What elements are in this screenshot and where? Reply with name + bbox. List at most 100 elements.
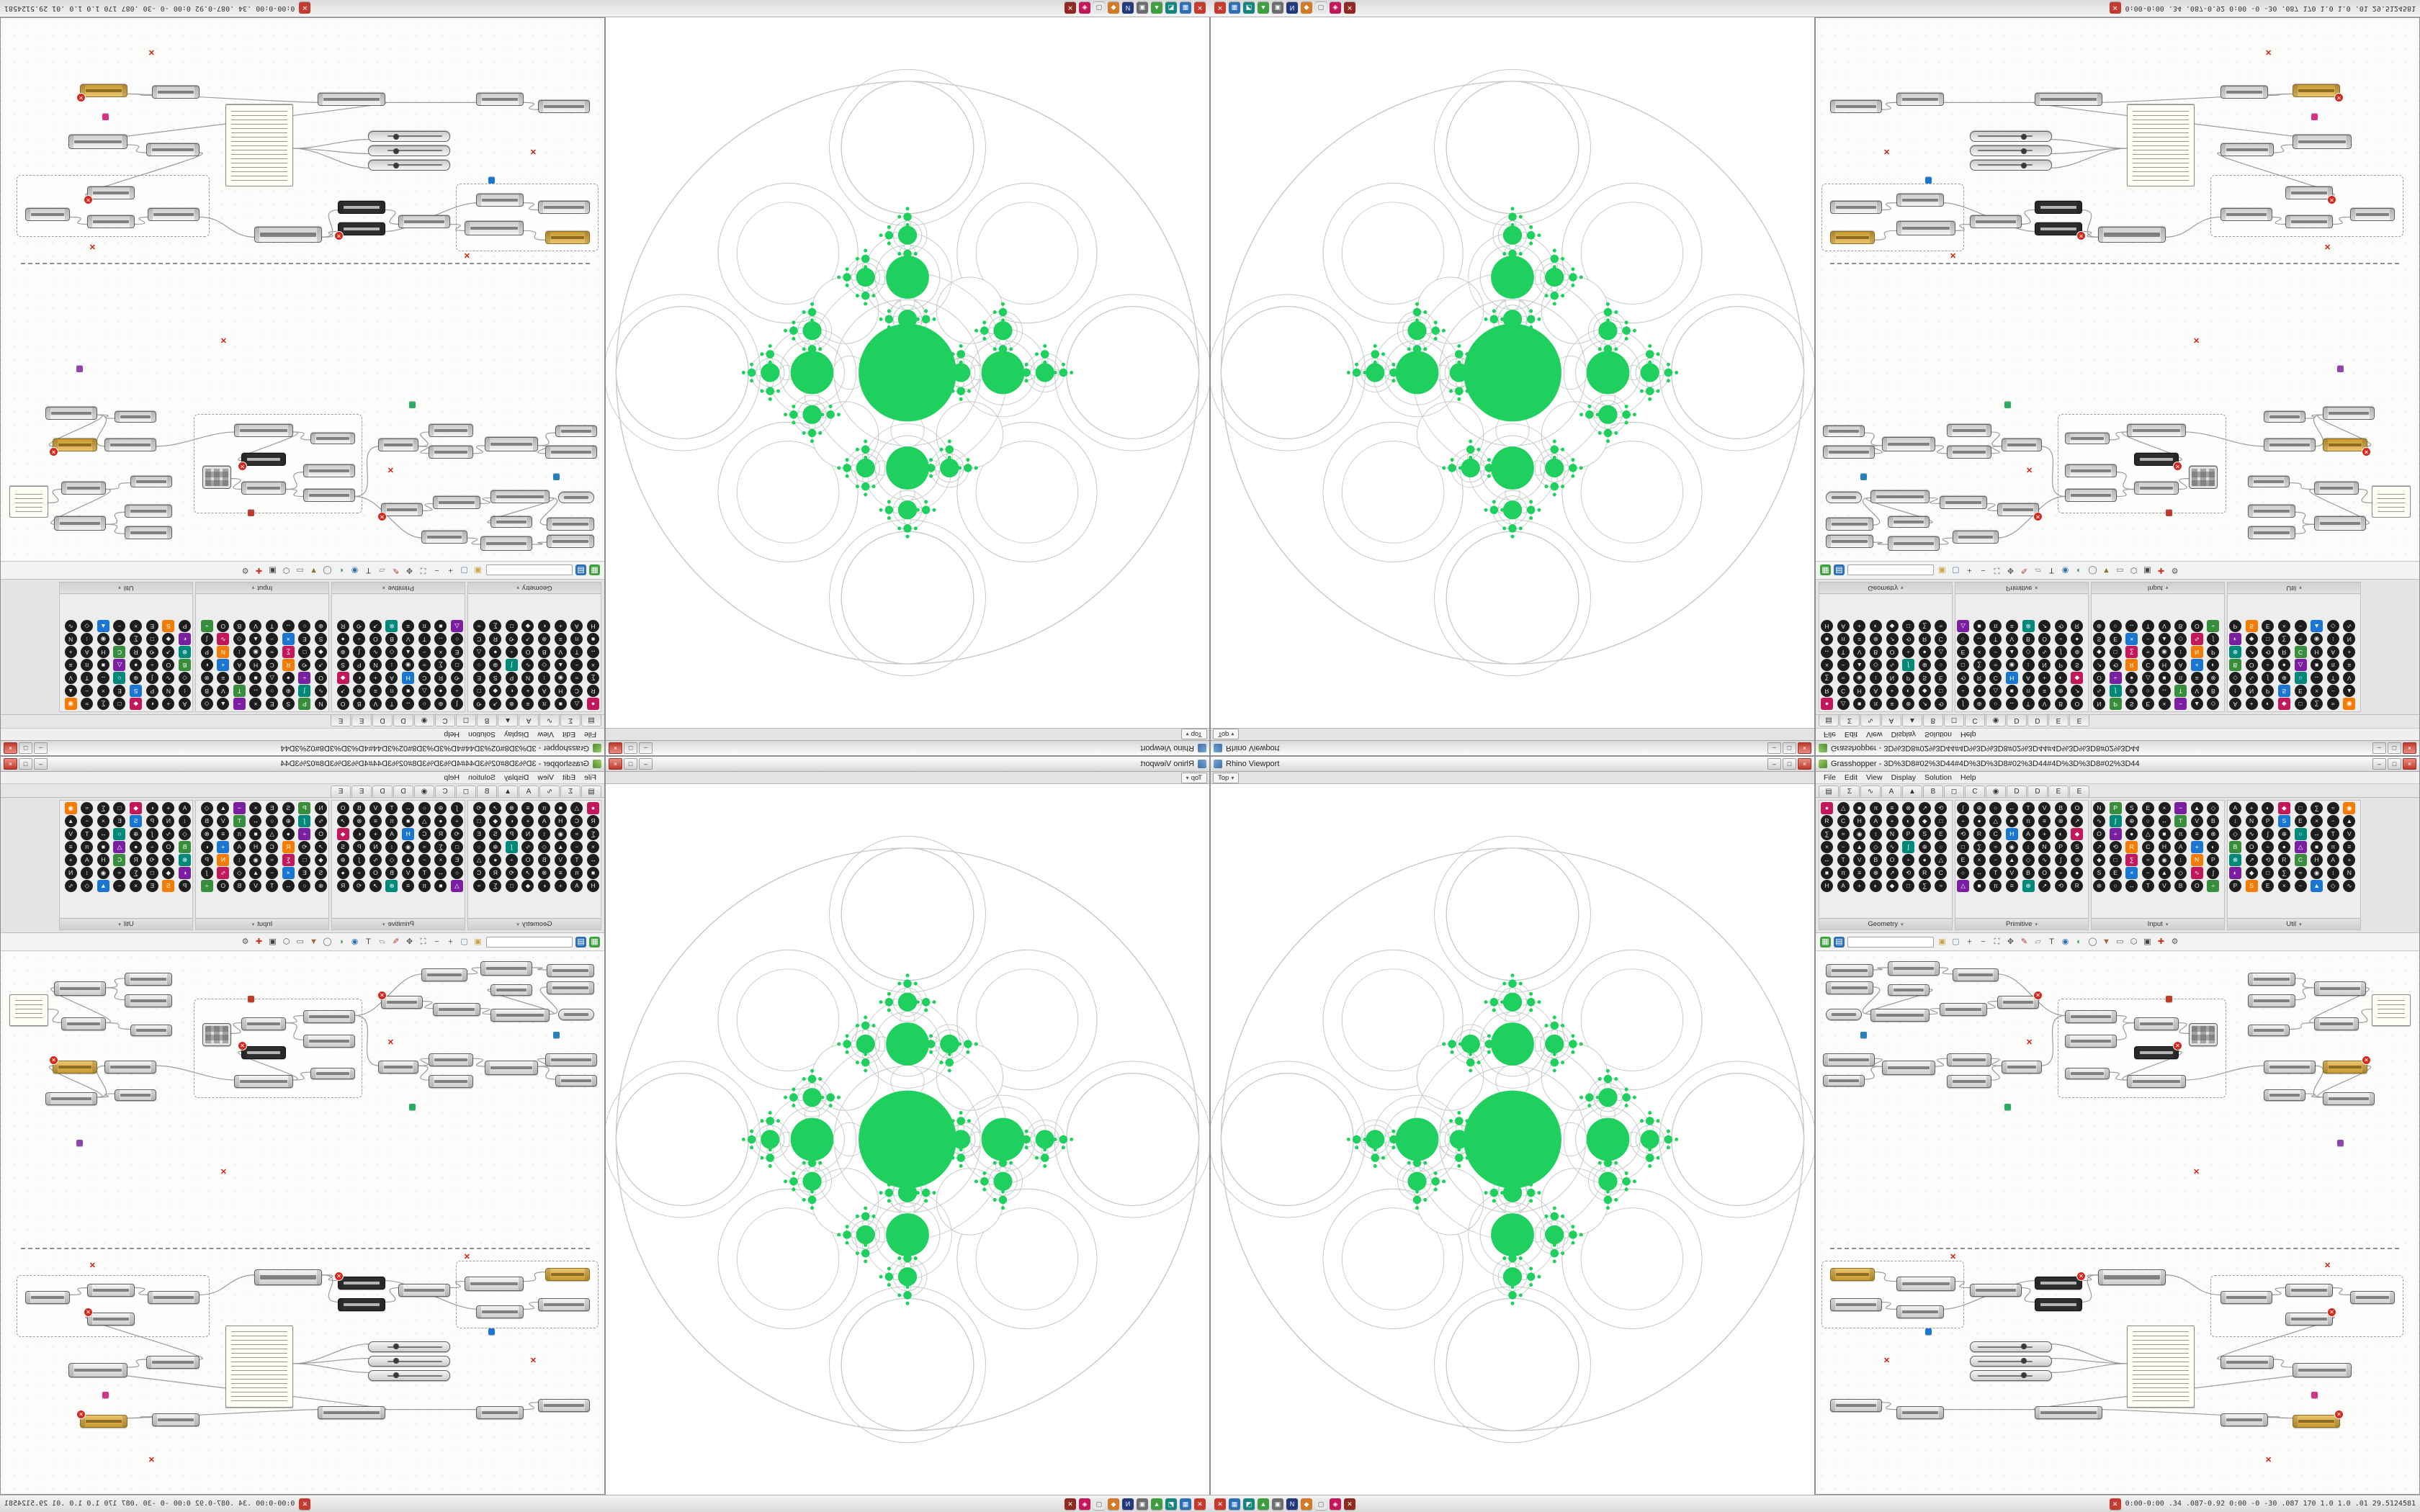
app-pink-icon[interactable]: ◈ <box>1330 2 1341 14</box>
component-icon[interactable]: π <box>418 880 431 892</box>
component-icon[interactable]: − <box>1989 854 2002 866</box>
gh-component-node[interactable] <box>2248 505 2295 518</box>
component-icon[interactable]: T <box>2141 620 2154 632</box>
component-icon[interactable]: ↕ <box>385 841 398 853</box>
gh-component-tab-9[interactable]: D <box>2007 715 2027 726</box>
component-icon[interactable]: ↗ <box>2071 685 2084 697</box>
gh-component-node[interactable] <box>45 1092 97 1105</box>
component-icon[interactable]: ◐ <box>2262 802 2275 814</box>
component-icon[interactable]: R <box>1918 633 1931 645</box>
menu-view[interactable]: View <box>537 730 554 739</box>
component-icon[interactable]: π <box>2174 828 2187 840</box>
component-icon[interactable]: V <box>402 867 415 879</box>
component-icon[interactable]: V <box>249 620 262 632</box>
gh-component-node[interactable] <box>2323 1092 2375 1105</box>
component-icon[interactable]: ● <box>2125 672 2138 684</box>
component-icon[interactable]: ↕ <box>2326 867 2339 879</box>
component-icon[interactable]: ○ <box>2141 815 2154 827</box>
gh-component-tab-11[interactable]: E <box>351 786 372 797</box>
gh-component-node[interactable] <box>368 145 450 156</box>
gh-component-node[interactable] <box>1830 1268 1875 1281</box>
component-icon[interactable]: ∿ <box>315 685 327 697</box>
save-file-icon[interactable]: ▢ <box>460 937 468 946</box>
gh-component-node[interactable] <box>303 1010 355 1023</box>
component-icon[interactable]: H <box>587 620 599 632</box>
palette-group-label[interactable]: Util ▾ <box>60 918 192 930</box>
text-note-icon[interactable]: T <box>2049 937 2054 946</box>
component-icon[interactable]: ● <box>587 698 599 710</box>
component-icon[interactable]: ■ <box>1853 802 1866 814</box>
component-icon[interactable]: ◉ <box>2311 633 2323 645</box>
component-icon[interactable]: ⊗ <box>538 633 551 645</box>
menu-view[interactable]: View <box>537 773 554 782</box>
component-icon[interactable]: ⟲ <box>145 646 158 658</box>
component-icon[interactable]: ■ <box>249 828 262 840</box>
component-icon[interactable]: ≈ <box>2141 646 2154 658</box>
component-icon[interactable]: ⊕ <box>336 854 349 866</box>
component-icon[interactable]: ∿ <box>217 867 230 879</box>
gh-component-node[interactable] <box>2035 1406 2102 1419</box>
gh-component-tab-7[interactable]: C <box>1965 715 1985 726</box>
component-icon[interactable]: ∑ <box>1973 659 1986 671</box>
component-icon[interactable]: ◉ <box>554 672 567 684</box>
gh-component-node[interactable] <box>476 1305 524 1318</box>
component-icon[interactable]: R <box>489 867 502 879</box>
gh-component-node[interactable] <box>538 1298 590 1311</box>
component-icon[interactable]: ↕ <box>2174 646 2187 658</box>
component-icon[interactable]: B <box>385 867 398 879</box>
component-icon[interactable]: □ <box>2262 867 2275 879</box>
maximize-button[interactable]: □ <box>19 742 32 754</box>
app-white-icon[interactable]: ▢ <box>1093 2 1105 14</box>
status-red-icon[interactable]: ✕ <box>299 1498 311 1510</box>
app-darkred-icon[interactable]: ✕ <box>1065 2 1076 14</box>
maximize-button[interactable]: □ <box>2388 758 2401 770</box>
component-icon[interactable]: ↗ <box>489 698 502 710</box>
gh-component-node[interactable] <box>254 227 322 243</box>
palette-group-label[interactable]: Input ▾ <box>196 582 328 594</box>
component-icon[interactable]: ◇ <box>179 672 191 684</box>
component-icon[interactable]: V <box>554 854 567 866</box>
component-icon[interactable]: C <box>1989 828 2002 840</box>
gh-component-node[interactable] <box>225 1326 293 1408</box>
component-icon[interactable]: P <box>353 841 366 853</box>
component-icon[interactable]: P <box>2054 841 2067 853</box>
component-icon[interactable]: ■ <box>402 685 415 697</box>
gh-component-node[interactable] <box>25 208 70 221</box>
component-icon[interactable]: ■ <box>2005 685 2018 697</box>
gh-component-node[interactable] <box>547 518 594 531</box>
component-icon[interactable]: ◐ <box>145 698 158 710</box>
component-icon[interactable]: P <box>2109 698 2122 710</box>
gh-node-canvas[interactable]: ✕ ✕ ✕ ✕ ✕ ✕ ✕ ✕ ✕ ✕ ✕ ✕ <box>1816 18 2419 561</box>
zoom-extents-icon[interactable]: ⛶ <box>1994 566 2000 575</box>
component-icon[interactable]: H <box>249 841 262 853</box>
app-white-icon[interactable]: ▢ <box>1315 2 1327 14</box>
component-icon[interactable]: □ <box>145 867 158 879</box>
component-icon[interactable]: ◐ <box>538 880 551 892</box>
component-icon[interactable]: ⊕ <box>434 698 447 710</box>
gh-component-node[interactable] <box>1888 961 1940 976</box>
component-icon[interactable]: P <box>2207 854 2220 866</box>
component-icon[interactable]: − <box>81 685 94 697</box>
component-icon[interactable]: ◐ <box>1869 620 1882 632</box>
component-icon[interactable]: ≡ <box>2343 659 2356 671</box>
component-icon[interactable]: H <box>2005 672 2018 684</box>
gh-component-node[interactable] <box>2350 208 2395 221</box>
component-icon[interactable]: ≡ <box>1886 802 1899 814</box>
gh-component-node[interactable] <box>1896 1406 1944 1419</box>
gh-component-tab-0[interactable]: ▤ <box>581 786 601 797</box>
gh-component-node[interactable] <box>1823 1075 1865 1086</box>
component-icon[interactable]: P <box>2054 659 2067 671</box>
menu-display[interactable]: Display <box>1891 730 1917 739</box>
gh-component-tab-8[interactable]: ◉ <box>1986 786 2006 797</box>
component-icon[interactable]: S <box>489 828 502 840</box>
component-icon[interactable]: ⊕ <box>315 880 327 892</box>
component-icon[interactable]: ∿ <box>521 659 534 671</box>
component-icon[interactable]: ◉ <box>2343 802 2356 814</box>
component-icon[interactable]: ∑ <box>130 633 143 645</box>
gh-component-tab-10[interactable]: D <box>2027 786 2048 797</box>
component-icon[interactable]: ⊕ <box>2125 685 2138 697</box>
component-icon[interactable]: π <box>1869 698 1882 710</box>
component-icon[interactable]: − <box>2141 867 2154 879</box>
component-icon[interactable]: + <box>2038 672 2051 684</box>
component-icon[interactable]: ◇ <box>2229 672 2241 684</box>
